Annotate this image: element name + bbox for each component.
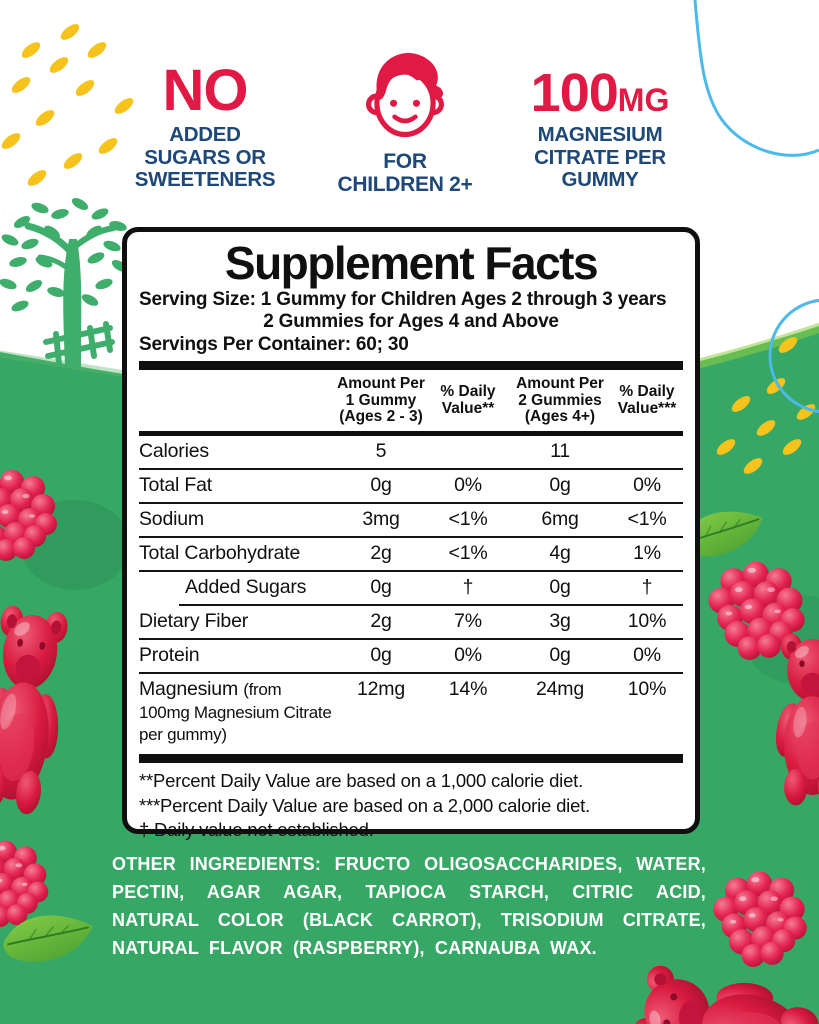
other-ingredients-label: OTHER INGREDIENTS: [112, 854, 322, 874]
divider-medium [139, 431, 683, 437]
daily-value-1: <1% [448, 508, 488, 531]
daily-value-1: 14% [448, 678, 488, 701]
amount-per-2-gummies: 0g [549, 644, 571, 667]
footnotes: **Percent Daily Value are based on a 1,0… [139, 769, 683, 842]
daily-value-2: † [641, 576, 653, 599]
table-row-magnesium: Magnesium (from 100mg Magnesium Citrate … [139, 674, 683, 750]
amount-per-1-gummy: 5 [375, 440, 387, 463]
daily-value-2: 0% [633, 474, 661, 497]
amount-per-2-gummies: 0g [549, 474, 571, 497]
daily-value-1: 0% [454, 644, 482, 667]
divider-thick [139, 360, 683, 370]
badge-100mg-magnesium: 100MG MAGNESIUM CITRATE PER GUMMY [512, 66, 688, 192]
footnote-2000-calorie: ***Percent Daily Value are based on a 2,… [139, 794, 591, 816]
fence-icon [43, 321, 115, 367]
badge-mg-sub-text: MAGNESIUM CITRATE PER GUMMY [534, 123, 666, 192]
blue-circle-outline [768, 298, 819, 414]
badge-no-added-sugars: NO ADDED SUGARS OR SWEETENERS [112, 62, 298, 192]
nutrient-name: Magnesium (from 100mg Magnesium Citrate … [139, 678, 335, 745]
amount-per-2-gummies: 4g [549, 542, 571, 565]
divider-thick [139, 754, 683, 764]
badge-mg-big-text: 100MG [512, 66, 688, 120]
divider-indented [179, 604, 683, 607]
amount-per-2-gummies: 11 [550, 440, 570, 463]
amount-per-1-gummy: 3mg [362, 508, 400, 531]
badge-no-sub-text: ADDED SUGARS OR SWEETENERS [134, 123, 276, 192]
table-row-protein: Protein 0g 0% 0g 0% [139, 640, 683, 675]
amount-per-2-gummies: 6mg [541, 508, 579, 531]
daily-value-2: 1% [633, 542, 661, 565]
header-daily-value-2: % Daily Value*** [617, 383, 677, 418]
amount-per-1-gummy: 12mg [357, 678, 405, 701]
daily-value-1: 0% [454, 474, 482, 497]
blue-curve-line [693, 0, 819, 157]
nutrient-name: Protein [139, 644, 200, 667]
amount-per-2-gummies: 24mg [536, 678, 584, 701]
badge-for-children: FOR CHILDREN 2+ [325, 44, 485, 196]
table-row-added-sugars: Added Sugars 0g † 0g † [139, 572, 683, 604]
amount-per-1-gummy: 2g [370, 610, 392, 633]
serving-size-line1: Serving Size: 1 Gummy for Children Ages … [139, 288, 667, 310]
badge-mg-unit: MG [617, 82, 670, 118]
amount-per-1-gummy: 0g [370, 474, 392, 497]
daily-value-2: 10% [627, 610, 667, 633]
amount-per-2-gummies: 3g [549, 610, 571, 633]
nutrient-name: Dietary Fiber [139, 610, 249, 633]
nutrient-name: Added Sugars [185, 576, 307, 599]
badge-no-big-text: NO [162, 58, 249, 123]
tree-icon [0, 198, 129, 367]
header-daily-value-1: % Daily Value** [440, 383, 496, 418]
table-row-total-carbohydrate: Total Carbohydrate 2g <1% 4g 1% [139, 538, 683, 573]
panel-title: Supplement Facts [224, 237, 599, 289]
nutrient-name: Sodium [139, 508, 204, 531]
daily-value-2: 0% [633, 644, 661, 667]
other-ingredients-text: FRUCTO OLIGOSACCHARIDES, WATER, PECTIN, … [112, 854, 706, 958]
magnesium-label: Magnesium [139, 678, 238, 701]
magnesium-note: (from 100mg Magnesium Citrate per gummy) [139, 680, 332, 745]
badge-children-text: FOR CHILDREN 2+ [337, 150, 473, 197]
nutrient-name: Total Carbohydrate [139, 542, 301, 565]
other-ingredients: OTHER INGREDIENTS: FRUCTO OLIGOSACCHARID… [112, 851, 706, 963]
header-amount-1-gummy: Amount Per 1 Gummy (Ages 2 - 3) [337, 374, 425, 426]
supplement-facts-panel: Supplement Facts Serving Size: 1 Gummy f… [122, 227, 700, 840]
nutrient-name: Total Fat [139, 474, 212, 497]
servings-per-container: Servings Per Container: 60; 30 [139, 334, 409, 356]
daily-value-2: <1% [627, 508, 667, 531]
amount-per-2-gummies: 0g [549, 576, 571, 599]
daily-value-1: <1% [448, 542, 488, 565]
amount-per-1-gummy: 0g [370, 576, 392, 599]
header-amount-2-gummies: Amount Per 2 Gummies (Ages 4+) [516, 374, 604, 426]
amount-per-1-gummy: 0g [370, 644, 392, 667]
daily-value-2: 10% [627, 678, 667, 701]
table-row-total-fat: Total Fat 0g 0% 0g 0% [139, 470, 683, 505]
badge-mg-number: 100 [530, 63, 619, 123]
nutrient-name: Calories [139, 440, 209, 463]
daily-value-1: † [462, 576, 474, 599]
footnote-daily-value: † Daily value not established. [139, 819, 374, 841]
table-row-calories: Calories 5 11 [139, 436, 683, 471]
amount-per-1-gummy: 2g [370, 542, 392, 565]
table-header-row: Amount Per 1 Gummy (Ages 2 - 3) % Daily … [139, 370, 683, 431]
serving-size-line2: 2 Gummies for Ages 4 and Above [263, 311, 559, 333]
table-row-dietary-fiber: Dietary Fiber 2g 7% 3g 10% [139, 606, 683, 641]
child-face-icon [366, 52, 444, 138]
footnote-1000-calorie: **Percent Daily Value are based on a 1,0… [139, 770, 584, 792]
table-row-sodium: Sodium 3mg <1% 6mg <1% [139, 504, 683, 539]
daily-value-1: 7% [454, 610, 482, 633]
